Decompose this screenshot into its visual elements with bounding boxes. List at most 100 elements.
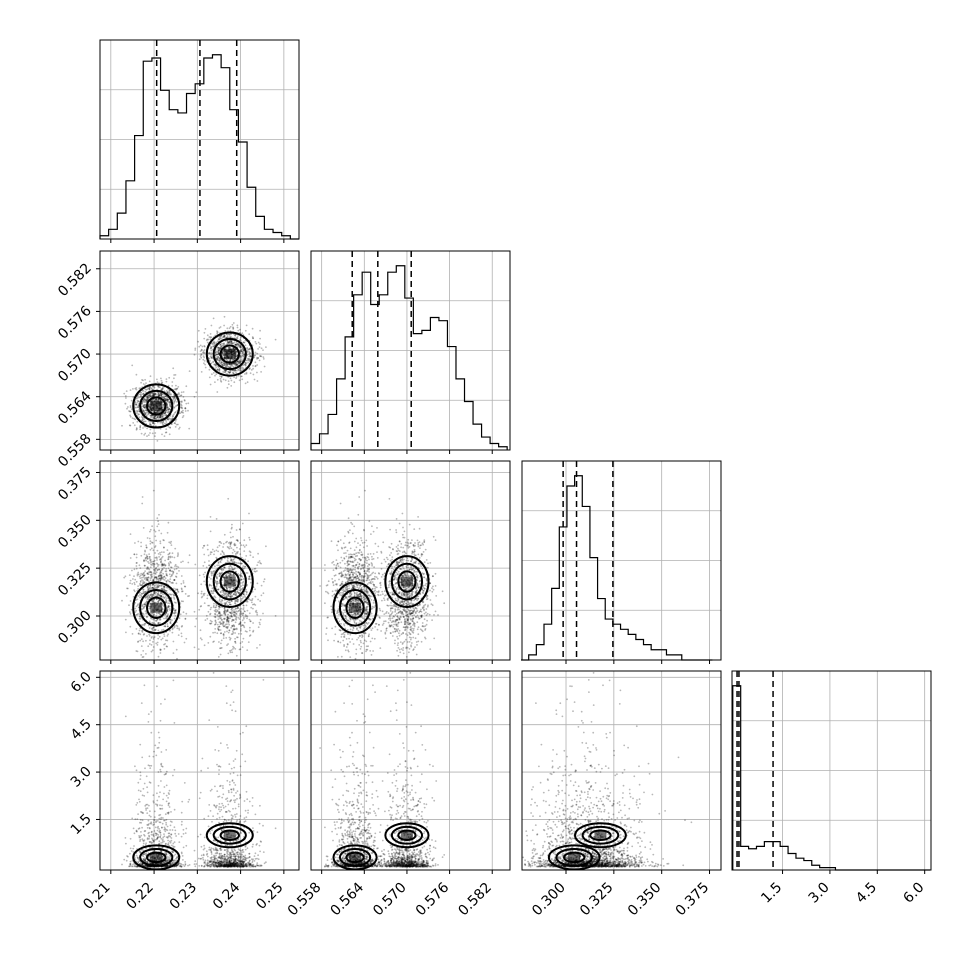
- scatter-point: [237, 329, 240, 332]
- scatter-point: [213, 570, 215, 572]
- scatter-point: [415, 641, 418, 643]
- scatter-point: [219, 653, 222, 656]
- scatter-point: [237, 562, 240, 564]
- scatter-point: [147, 645, 150, 648]
- scatter-point: [148, 557, 151, 560]
- scatter-point: [215, 604, 218, 607]
- scatter-point: [218, 352, 221, 355]
- scatter-point: [142, 613, 145, 616]
- scatter-point: [197, 340, 200, 343]
- scatter-point: [176, 555, 179, 558]
- scatter-point: [174, 387, 177, 390]
- scatter-point: [222, 637, 225, 640]
- scatter-point: [232, 369, 235, 372]
- scatter-point: [175, 401, 178, 403]
- scatter-point: [148, 405, 151, 408]
- scatter-point: [241, 646, 244, 648]
- scatter-point: [248, 629, 251, 632]
- scatter-point: [219, 335, 222, 338]
- scatter-point: [232, 326, 234, 329]
- scatter-point: [443, 602, 446, 605]
- scatter-point: [331, 611, 333, 614]
- scatter-point: [214, 628, 217, 630]
- scatter-point: [208, 376, 211, 379]
- scatter-point: [252, 365, 254, 367]
- scatter-point: [204, 366, 207, 369]
- scatter-point: [209, 608, 212, 611]
- scatter-point: [216, 353, 219, 356]
- scatter-point: [167, 567, 170, 570]
- scatter-point: [393, 623, 395, 626]
- scatter-point: [129, 625, 132, 628]
- scatter-point: [398, 629, 401, 632]
- scatter-point: [149, 593, 152, 596]
- scatter-point: [207, 642, 210, 644]
- scatter-point: [215, 518, 218, 520]
- scatter-point: [161, 396, 164, 398]
- scatter-point: [146, 427, 149, 430]
- scatter-point: [139, 596, 141, 599]
- scatter-point: [159, 415, 161, 418]
- scatter-point: [229, 363, 232, 366]
- scatter-point: [396, 649, 398, 652]
- scatter-point: [160, 592, 163, 594]
- scatter-point: [145, 559, 148, 562]
- scatter-point: [161, 416, 164, 419]
- scatter-point: [231, 633, 234, 635]
- scatter-point: [233, 381, 236, 384]
- scatter-point: [396, 612, 398, 615]
- scatter-point: [167, 406, 169, 409]
- scatter-point: [160, 595, 162, 597]
- scatter-point: [157, 398, 159, 401]
- scatter-point: [221, 550, 224, 552]
- scatter-point: [148, 553, 151, 555]
- scatter-point: [162, 405, 165, 407]
- scatter-point: [391, 617, 394, 620]
- y-tick-label: 0.375: [55, 464, 95, 504]
- scatter-point: [166, 635, 169, 637]
- scatter-point: [242, 637, 245, 640]
- scatter-point: [150, 612, 153, 615]
- scatter-point: [136, 420, 139, 423]
- scatter-point: [147, 560, 149, 563]
- scatter-point: [167, 399, 170, 401]
- scatter-point: [221, 599, 223, 601]
- scatter-point: [142, 580, 145, 582]
- scatter-point: [175, 565, 178, 568]
- scatter-point: [206, 341, 209, 344]
- scatter-point: [207, 554, 210, 557]
- scatter-point: [259, 623, 261, 626]
- scatter-point: [137, 595, 140, 597]
- scatter-point: [213, 363, 216, 366]
- scatter-point: [218, 352, 220, 355]
- scatter-point: [177, 423, 179, 426]
- scatter-point: [154, 417, 157, 420]
- scatter-point: [220, 361, 223, 364]
- panel-frame: [99, 39, 300, 240]
- scatter-point: [138, 617, 141, 620]
- scatter-point: [180, 582, 183, 585]
- scatter-point: [166, 400, 169, 402]
- scatter-point: [154, 435, 156, 437]
- scatter-point: [160, 532, 163, 535]
- scatter-point: [251, 568, 254, 571]
- scatter-point: [173, 556, 176, 559]
- scatter-point: [157, 612, 160, 615]
- scatter-point: [216, 546, 219, 549]
- scatter-point: [153, 560, 155, 563]
- scatter-point: [223, 607, 226, 610]
- scatter-point: [216, 368, 219, 370]
- scatter-point: [246, 609, 249, 612]
- scatter-point: [244, 614, 247, 616]
- scatter-point: [155, 398, 157, 401]
- scatter-point: [164, 577, 167, 579]
- scatter-point: [158, 529, 161, 532]
- scatter-point: [233, 550, 236, 553]
- scatter-point: [228, 623, 231, 626]
- scatter-point: [168, 605, 171, 608]
- scatter-point: [154, 392, 157, 395]
- scatter-point: [253, 570, 256, 573]
- scatter-point: [218, 605, 221, 608]
- scatter-point: [213, 609, 216, 612]
- scatter-point: [253, 354, 256, 357]
